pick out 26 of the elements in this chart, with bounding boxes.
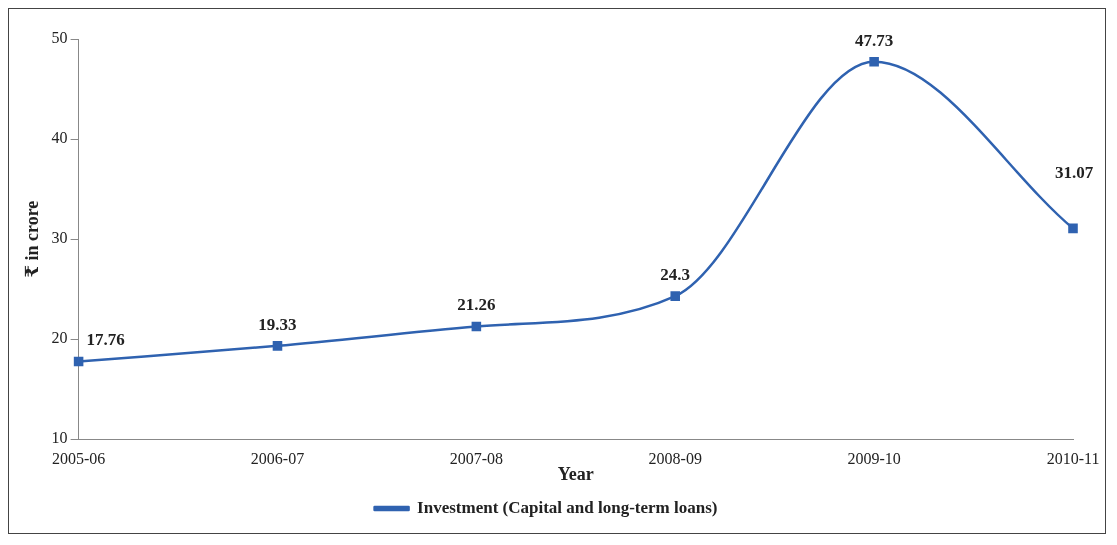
x-tick-label: 2010-11 xyxy=(1046,450,1100,467)
y-tick-label: 40 xyxy=(51,129,68,147)
x-tick-label: 2009-10 xyxy=(847,450,901,467)
data-label: 21.26 xyxy=(457,295,496,315)
legend-label: Investment (Capital and long-term loans) xyxy=(417,497,718,517)
x-tick-label: 2006-07 xyxy=(250,450,305,467)
point xyxy=(869,56,879,67)
data-label: 47.73 xyxy=(854,30,894,50)
data-label: 24.3 xyxy=(660,265,691,285)
point xyxy=(73,356,84,367)
point xyxy=(1068,223,1078,234)
y-axis-title: ₹ in crore xyxy=(22,200,43,278)
x-tick-label: 2008-09 xyxy=(648,450,702,467)
y-tick-label: 20 xyxy=(51,329,68,347)
y-tick-label: 30 xyxy=(51,229,68,247)
y-tick-label: 50 xyxy=(51,29,68,47)
data-label: 17.76 xyxy=(86,330,125,350)
x-axis-title: Year xyxy=(557,463,594,484)
data-label: 19.33 xyxy=(258,314,297,334)
x-tick-label: 2005-06 xyxy=(51,450,106,467)
x-tick-label: 2007-08 xyxy=(449,450,504,467)
y-tick-label: 10 xyxy=(51,429,68,447)
point xyxy=(670,291,681,301)
point xyxy=(272,341,283,351)
data-label: 31.07 xyxy=(1055,163,1094,183)
point xyxy=(471,321,482,332)
